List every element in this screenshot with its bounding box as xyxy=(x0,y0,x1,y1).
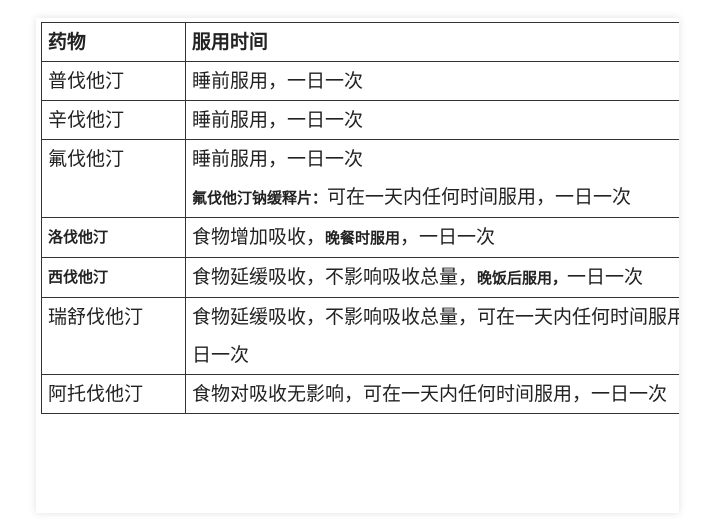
drug-name-cell: 洛伐他汀 xyxy=(41,217,186,258)
dosing-text: 可在一天内任何时间服用，一日一次 xyxy=(327,186,632,208)
table-row: 辛伐他汀 睡前服用，一日一次 xyxy=(41,100,679,140)
dosing-time-cell: 食物对吸收无影响，可在一天内任何时间服用，一日一次 xyxy=(185,374,679,414)
statin-dosing-table: 药物 服用时间 普伐他汀 睡前服用，一日一次 辛伐他汀 睡前服用，一日一次 氟伐他汀 睡前… xyxy=(41,22,679,414)
dosing-paragraph: 睡前服用，一日一次 xyxy=(192,140,679,178)
table-card: 药物 服用时间 普伐他汀 睡前服用，一日一次 辛伐他汀 睡前服用，一日一次 氟伐他汀 睡前… xyxy=(36,18,679,513)
dosing-paragraph: 食物增加吸收，晚餐时服用，一日一次 xyxy=(192,218,679,257)
dosing-time-cell: 睡前服用，一日一次 xyxy=(185,61,679,101)
drug-name-cell: 阿托伐他汀 xyxy=(41,374,186,414)
header-drug: 药物 xyxy=(41,22,186,62)
drug-name-cell: 西伐他汀 xyxy=(41,257,186,298)
emphasized-text: 晚饭后服用， xyxy=(477,269,568,287)
dosing-text: 食物延缓吸收，不影响吸收总量，可在一天内任何时间服用，一日一次 xyxy=(192,306,679,366)
dosing-time-cell: 食物延缓吸收，不影响吸收总量，可在一天内任何时间服用，一日一次 xyxy=(185,297,679,375)
dosing-text: ，一日一次 xyxy=(400,226,496,248)
table-row: 洛伐他汀 食物增加吸收，晚餐时服用，一日一次 xyxy=(41,217,679,258)
drug-name-cell: 氟伐他汀 xyxy=(41,139,186,218)
dosing-text: 一日一次 xyxy=(567,266,644,288)
drug-name-cell: 辛伐他汀 xyxy=(41,100,186,140)
table-row: 瑞舒伐他汀 食物延缓吸收，不影响吸收总量，可在一天内任何时间服用，一日一次 xyxy=(41,297,679,375)
dosing-time-cell: 睡前服用，一日一次 xyxy=(185,100,679,140)
dosing-paragraph: 睡前服用，一日一次 xyxy=(192,62,679,100)
dosing-time-cell: 食物延缓吸收，不影响吸收总量，晚饭后服用，一日一次 xyxy=(185,257,679,298)
drug-name-cell: 瑞舒伐他汀 xyxy=(41,297,186,375)
emphasized-text: 晚餐时服用 xyxy=(325,229,401,247)
dosing-paragraph: 食物对吸收无影响，可在一天内任何时间服用，一日一次 xyxy=(192,375,679,413)
header-dosing-time: 服用时间 xyxy=(185,22,679,62)
dosing-paragraph: 食物延缓吸收，不影响吸收总量，可在一天内任何时间服用，一日一次 xyxy=(192,298,679,374)
dosing-text: 睡前服用，一日一次 xyxy=(192,70,364,92)
dosing-paragraph: 食物延缓吸收，不影响吸收总量，晚饭后服用，一日一次 xyxy=(192,258,679,297)
dosing-time-cell: 食物增加吸收，晚餐时服用，一日一次 xyxy=(185,217,679,258)
drug-name-cell: 普伐他汀 xyxy=(41,61,186,101)
table-row: 氟伐他汀 睡前服用，一日一次氟伐他汀钠缓释片：可在一天内任何时间服用，一日一次 xyxy=(41,139,679,218)
emphasized-text: 氟伐他汀钠缓释片： xyxy=(192,189,328,207)
dosing-paragraph: 睡前服用，一日一次 xyxy=(192,101,679,139)
dosing-paragraph: 氟伐他汀钠缓释片：可在一天内任何时间服用，一日一次 xyxy=(192,178,679,217)
dosing-text: 睡前服用，一日一次 xyxy=(192,109,364,131)
dosing-text: 食物增加吸收， xyxy=(192,226,326,248)
table-row: 普伐他汀 睡前服用，一日一次 xyxy=(41,61,679,101)
dosing-text: 食物延缓吸收，不影响吸收总量， xyxy=(192,266,478,288)
dosing-text: 睡前服用，一日一次 xyxy=(192,148,364,170)
dosing-time-cell: 睡前服用，一日一次氟伐他汀钠缓释片：可在一天内任何时间服用，一日一次 xyxy=(185,139,679,218)
dosing-text: 食物对吸收无影响，可在一天内任何时间服用，一日一次 xyxy=(192,383,668,405)
table-row: 阿托伐他汀 食物对吸收无影响，可在一天内任何时间服用，一日一次 xyxy=(41,374,679,414)
table-header-row: 药物 服用时间 xyxy=(41,22,679,62)
table-row: 西伐他汀 食物延缓吸收，不影响吸收总量，晚饭后服用，一日一次 xyxy=(41,257,679,298)
